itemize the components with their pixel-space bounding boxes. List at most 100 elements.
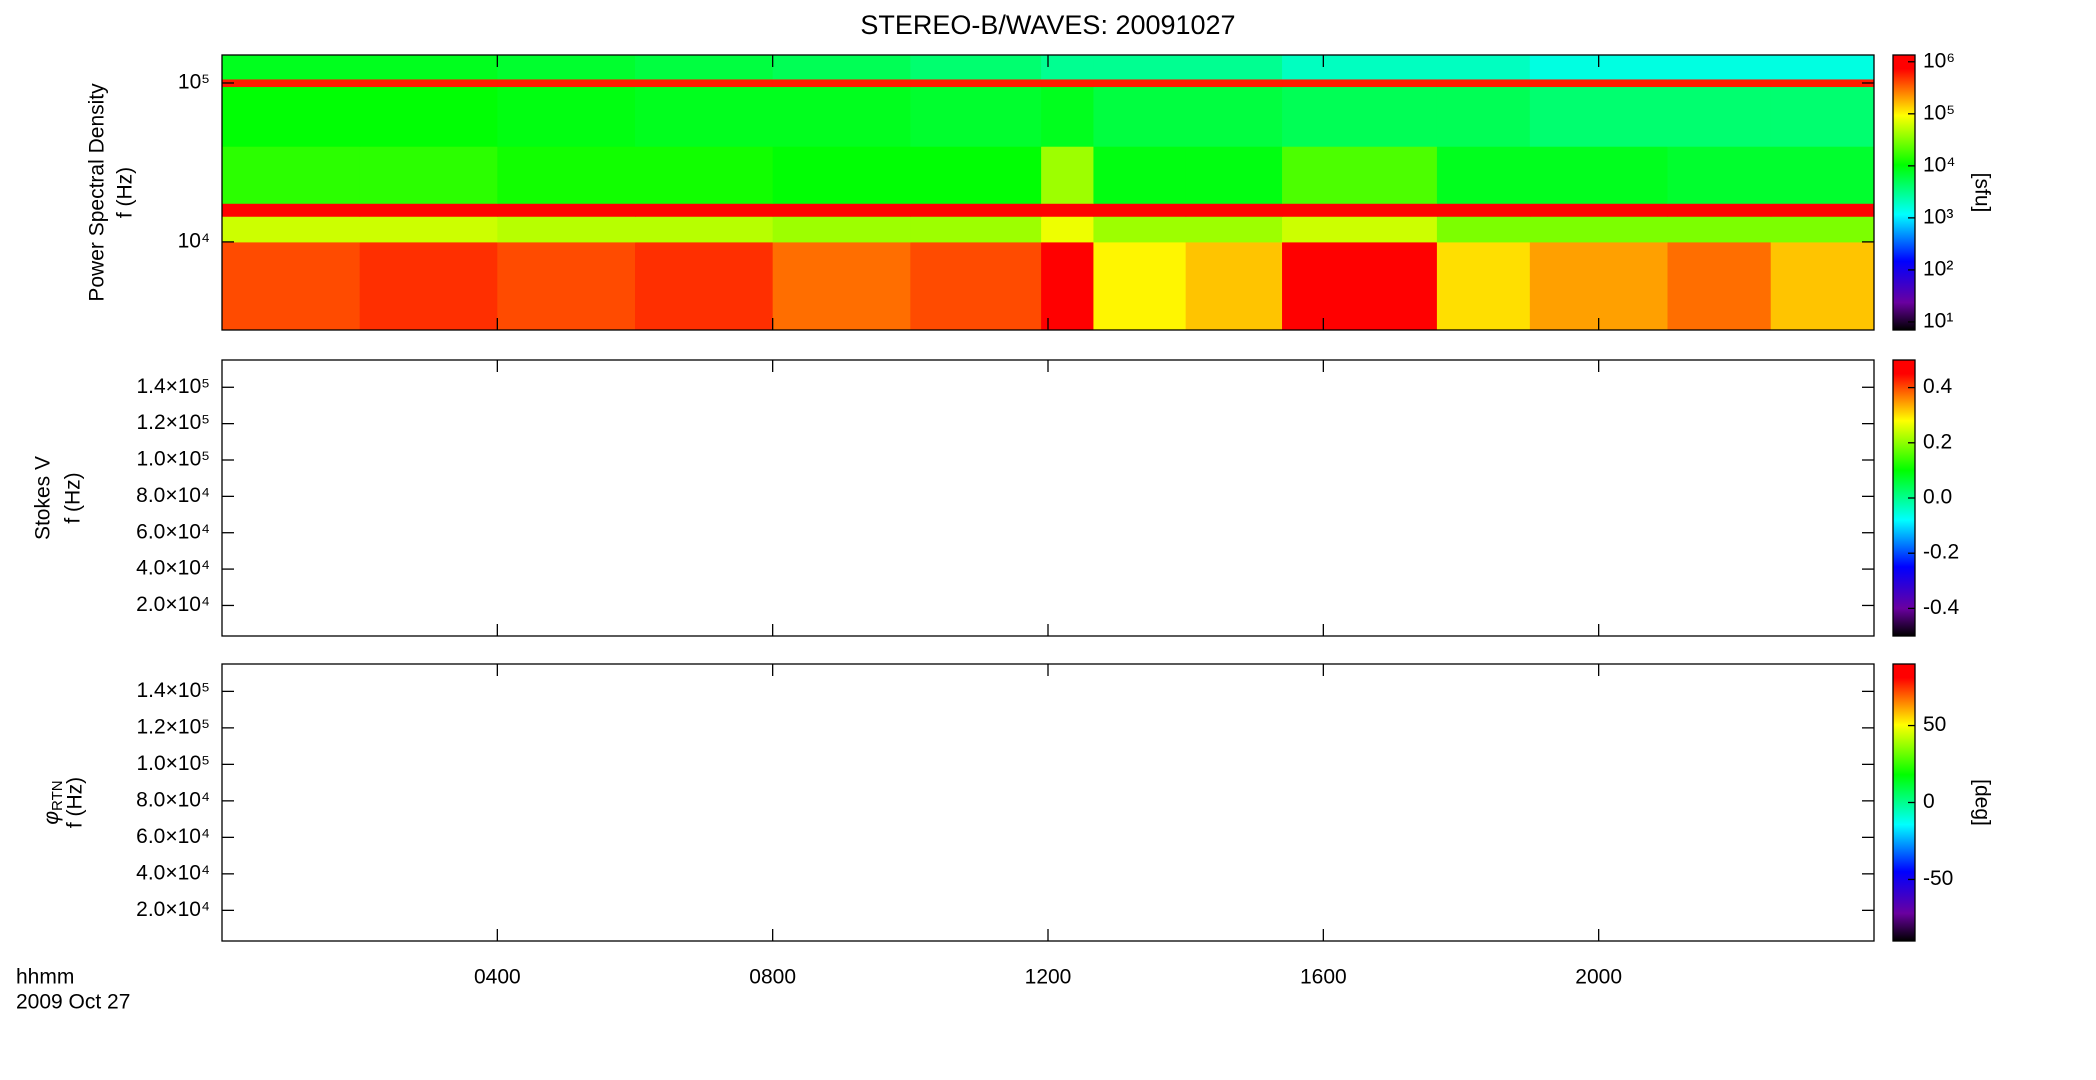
spectrogram-cell [1282,216,1438,243]
y-tick-label: 1.0×10⁵ [136,448,210,471]
spectrogram-cell [772,78,911,88]
spectrogram-cell [1041,55,1094,80]
spectrogram-cell [635,78,774,88]
colorbar-tick-label: 0.2 [1923,430,1952,453]
x-tick-label: 1200 [1025,966,1072,989]
spectrogram-cell [222,203,361,217]
spectrogram-cell [222,216,361,243]
spectrogram-cell [497,146,636,204]
spectrogram-cell [1185,78,1283,88]
x-tick-label: 0800 [749,966,796,989]
spectrogram-cell [1667,55,1772,80]
colorbar-tick-label: 0.0 [1923,486,1952,509]
spectrogram-cell [1185,241,1283,331]
spectrogram-cell [1093,55,1187,80]
colorbar-label: [sfu] [1970,173,1993,213]
spectrogram-cell [1770,146,1875,204]
spectrogram-cell [1282,55,1438,80]
spectrogram-cell [1436,241,1531,331]
colorbar-tick-label: 10⁶ [1923,49,1955,72]
y-axis-symbol-main: φ [40,811,63,825]
spectrogram-cell [772,203,911,217]
x-tick-label: 0400 [474,966,521,989]
spectrogram-cell [1282,78,1438,88]
spectrogram-cell [222,241,361,331]
spectrogram-cell [1282,86,1438,147]
spectrogram-cell [359,203,498,217]
colorbar-tick-label: 0.4 [1923,375,1953,398]
y-tick-label: 10⁴ [178,229,210,252]
y-tick-label: 2.0×10⁴ [136,593,210,616]
spectrogram-cell [1436,203,1531,217]
spectrogram-cell [1093,146,1187,204]
spectrogram-cell [1041,203,1094,217]
y-tick-label: 1.2×10⁵ [136,715,210,738]
spectrogram-cell [1093,203,1187,217]
y-axis-label: f (Hz) [62,472,85,523]
spectrogram-cell [1529,78,1668,88]
spectrogram-cell [910,78,1042,88]
spectrogram-cell [910,241,1042,331]
spectrogram-cell [635,146,774,204]
spectrogram-cell [910,203,1042,217]
y-tick-label: 6.0×10⁴ [136,520,210,543]
spectrogram-cell [1529,146,1668,204]
spectrogram-cell [1041,216,1094,243]
spectrogram-cell [1436,86,1531,147]
spectrogram-cell [910,146,1042,204]
spectrogram-cell [910,55,1042,80]
y-tick-label: 2.0×10⁴ [136,898,210,921]
spectrogram-cell [359,55,498,80]
spectrogram-cell [1770,241,1875,331]
y-axis-label: f (Hz) [64,777,87,828]
plot-frame [221,359,1875,637]
spectrogram-cell [1436,146,1531,204]
spectrogram-cell [635,86,774,147]
spectrogram-cell [1041,78,1094,88]
spectrogram-cell [1282,146,1438,204]
spectrogram-cell [222,86,361,147]
spectrogram-cell [222,78,361,88]
spectrogram-cell [497,78,636,88]
spectrogram-cell [1667,78,1772,88]
spectrogram-cell [1185,216,1283,243]
spectrogram-cell [1041,146,1094,204]
colorbar-label: [deg] [1970,779,1993,826]
spectrogram-cell [1770,216,1875,243]
spectrogram-cell [772,241,911,331]
spectrogram-cell [359,78,498,88]
colorbar-tick-label: 50 [1923,713,1946,736]
spectrogram-cell [1093,78,1187,88]
spectrogram-cell [1770,55,1875,80]
colorbar [1892,54,1916,331]
spectrogram-cell [910,216,1042,243]
spectrogram-cell [1093,216,1187,243]
y-tick-label: 6.0×10⁴ [136,825,210,848]
spectrogram-cell [772,55,911,80]
colorbar-tick-label: -50 [1923,867,1953,890]
spectrogram-cell [359,241,498,331]
spectrogram-cell [1529,241,1668,331]
colorbar-tick-label: 10³ [1923,205,1953,228]
spectrogram-cell [359,216,498,243]
spectrogram-cell [497,241,636,331]
date-label: 2009 Oct 27 [16,991,130,1014]
colorbar-tick-label: -0.2 [1923,541,1959,564]
x-tick-label: 2000 [1575,966,1622,989]
spectrogram-cell [1529,86,1668,147]
y-axis-symbol-sub: RTN [49,780,66,811]
spectrogram-cell [1185,86,1283,147]
spectrogram-cell [1282,203,1438,217]
y-tick-label: 10⁵ [178,71,210,94]
spectrogram-cell [497,216,636,243]
spectrogram-cell [1093,241,1187,331]
y-tick-label: 1.0×10⁵ [136,752,210,775]
spectrogram-cell [497,55,636,80]
spectrogram-cell [1436,78,1531,88]
y-axis-label: Stokes V [32,456,55,540]
spectrogram-cell [222,55,361,80]
y-tick-label: 8.0×10⁴ [136,788,210,811]
spectrogram-cell [1667,146,1772,204]
spectrogram-cell [910,86,1042,147]
